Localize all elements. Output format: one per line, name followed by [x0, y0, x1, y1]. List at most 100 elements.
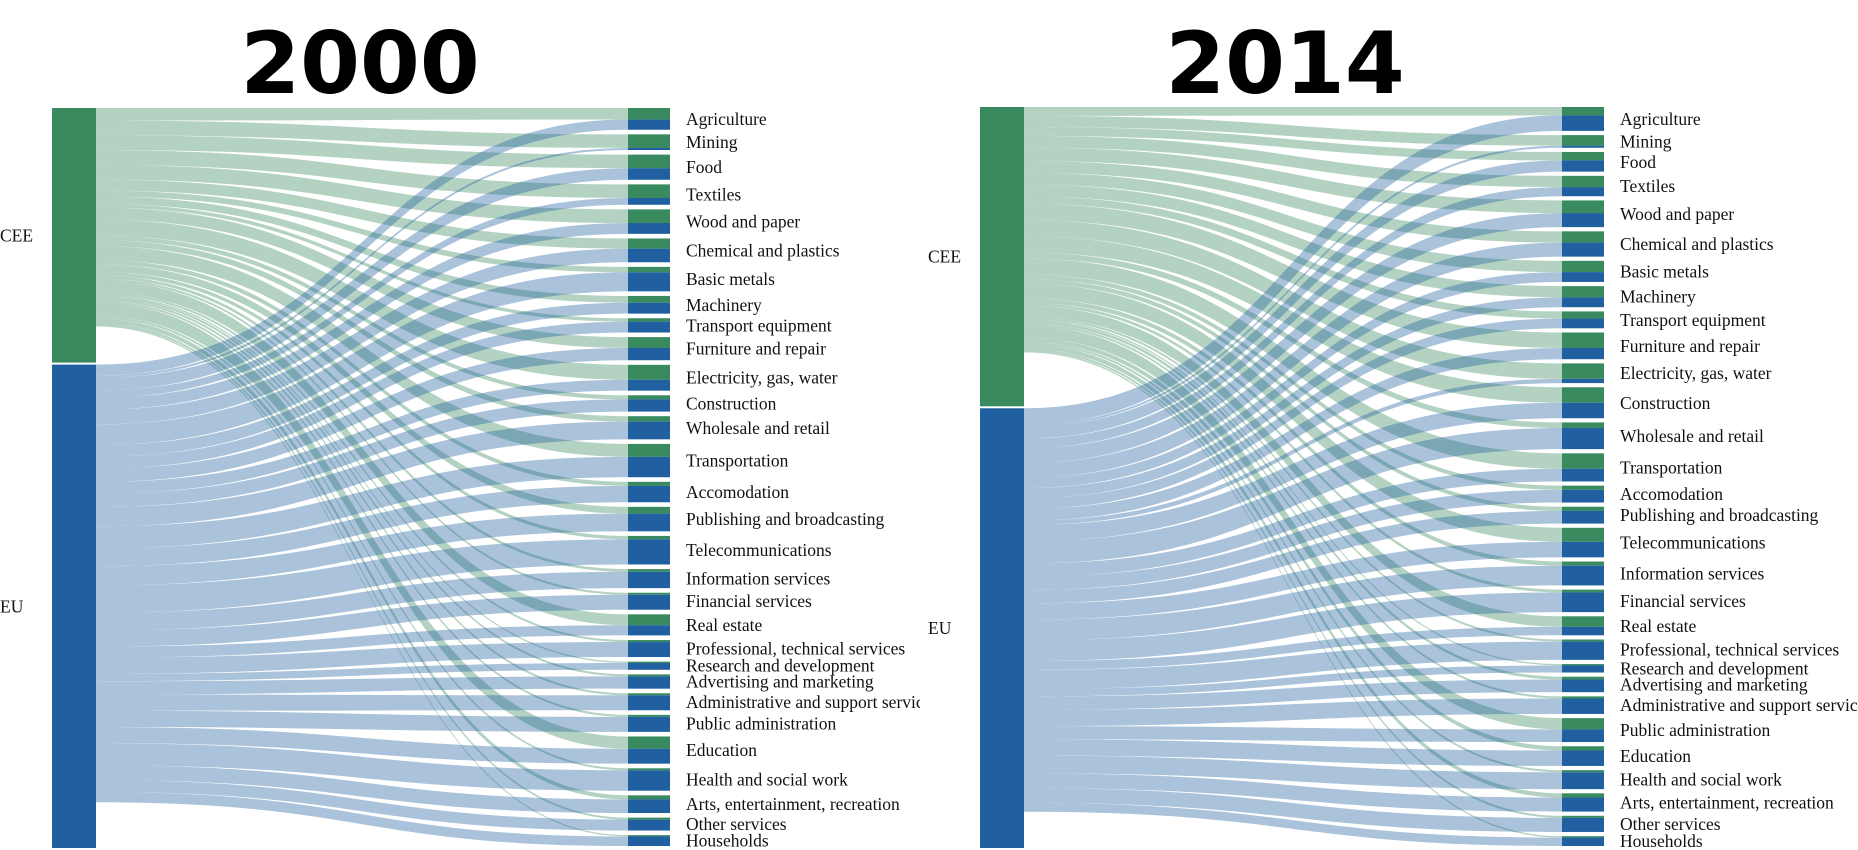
target-node-accomodation-eu: [1562, 489, 1604, 503]
target-node-financial-services-cee: [1562, 589, 1604, 593]
target-node-administrative-and-support-services-eu: [1562, 698, 1604, 714]
target-label-chemical-and-plastics: Chemical and plastics: [686, 240, 840, 260]
target-node-health-and-social-work-eu: [1562, 772, 1604, 790]
target-node-chemical-and-plastics-eu: [1562, 242, 1604, 257]
link-eu-to-arts-entertainment-recreation: [96, 765, 628, 813]
link-eu-to-professional-technical-services: [96, 642, 628, 674]
link-eu-to-transportation: [96, 456, 628, 549]
link-eu-to-administrative-and-support-services: [1024, 698, 1562, 727]
link-cee-to-chemical-and-plastics: [1024, 160, 1562, 243]
link-eu-to-electricity-gas-water: [96, 379, 628, 494]
link-eu-to-construction: [96, 399, 628, 508]
labels: CEE EU Agriculture Mining Food Textiles Wood a…: [0, 109, 920, 850]
target-node-arts-entertainment-recreation-cee: [1562, 793, 1604, 798]
link-cee-to-research-and-development: [1024, 319, 1562, 666]
target-node-real-estate-eu: [1562, 626, 1604, 636]
link-eu-to-furniture-and-repair: [96, 347, 628, 482]
target-node-arts-entertainment-recreation-cee: [628, 795, 670, 800]
target-node-advertising-and-marketing-cee: [1562, 676, 1604, 680]
target-node-public-administration-eu: [628, 716, 670, 732]
source-node-cee: [980, 107, 1024, 407]
link-eu-to-wood-and-paper: [1024, 213, 1562, 463]
links: [1024, 107, 1562, 846]
link-eu-to-electricity-gas-water: [1024, 378, 1562, 526]
target-node-education-cee: [1562, 746, 1604, 751]
link-cee-to-mining: [1024, 115, 1562, 146]
target-node-advertising-and-marketing-eu: [1562, 679, 1604, 693]
source-label-cee: CEE: [928, 247, 961, 267]
link-cee-to-health-and-social-work: [1024, 342, 1562, 773]
target-node-households-cee: [1562, 836, 1604, 838]
target-node-mining-cee: [628, 134, 670, 148]
link-eu-to-chemical-and-plastics: [96, 248, 628, 425]
target-node-information-services-cee: [1562, 561, 1604, 566]
link-eu-to-information-services: [1024, 565, 1562, 641]
link-cee-to-information-services: [1024, 298, 1562, 566]
link-eu-to-public-administration: [96, 710, 628, 732]
link-eu-to-basic-metals: [1024, 272, 1562, 489]
link-cee-to-information-services: [96, 275, 628, 572]
link-cee-to-machinery: [1024, 184, 1562, 298]
target-node-machinery-eu: [1562, 297, 1604, 308]
link-cee-to-chemical-and-plastics: [96, 179, 628, 249]
target-label-transportation: Transportation: [686, 451, 789, 471]
link-eu-to-mining: [1024, 145, 1562, 427]
link-cee-to-households: [96, 324, 628, 837]
target-label-research-and-development: Research and development: [1620, 658, 1809, 678]
target-node-basic-metals-cee: [1562, 260, 1604, 273]
target-node-public-administration-cee: [1562, 718, 1604, 730]
target-node-food-cee: [628, 154, 670, 169]
link-cee-to-advertising-and-marketing: [96, 296, 628, 677]
link-cee-to-administrative-and-support-services: [96, 298, 628, 696]
target-label-financial-services: Financial services: [1620, 591, 1746, 611]
link-cee-to-accomodation: [1024, 274, 1562, 490]
link-cee-to-transport-equipment: [96, 203, 628, 322]
target-node-textiles-cee: [628, 184, 670, 198]
target-label-administrative-and-support-services: Administrative and support services: [686, 692, 920, 712]
link-eu-to-public-administration: [1024, 726, 1562, 743]
target-label-accomodation: Accomodation: [686, 482, 789, 502]
target-node-agriculture-eu: [628, 119, 670, 130]
target-node-professional-technical-services-eu: [1562, 641, 1604, 660]
link-cee-to-real-estate: [96, 280, 628, 626]
link-cee-to-research-and-development: [96, 294, 628, 663]
target-node-accomodation-eu: [628, 485, 670, 503]
link-cee-to-transport-equipment: [1024, 196, 1562, 319]
link-cee-to-arts-entertainment-recreation: [96, 318, 628, 800]
link-eu-to-agriculture: [96, 119, 628, 376]
link-eu-to-research-and-development: [96, 662, 628, 682]
target-node-construction-eu: [1562, 402, 1604, 419]
target-node-real-estate-cee: [1562, 616, 1604, 627]
target-node-transport-equipment-eu: [628, 321, 670, 333]
target-node-research-and-development-eu: [628, 662, 670, 670]
link-cee-to-mining: [96, 120, 628, 148]
target-label-administrative-and-support-services: Administrative and support services: [1620, 695, 1858, 715]
target-label-public-administration: Public administration: [1620, 720, 1770, 740]
target-label-arts-entertainment-recreation: Arts, entertainment, recreation: [686, 794, 900, 814]
link-cee-to-public-administration: [1024, 325, 1562, 730]
link-eu-to-telecommunications: [1024, 541, 1562, 620]
target-node-transport-equipment-cee: [1562, 311, 1604, 319]
link-cee-to-professional-technical-services: [1024, 316, 1562, 642]
target-label-wood-and-paper: Wood and paper: [1620, 204, 1734, 224]
target-node-wholesale-and-retail-cee: [628, 416, 670, 422]
target-node-professional-technical-services-eu: [628, 642, 670, 658]
target-label-information-services: Information services: [1620, 563, 1765, 583]
links: [96, 108, 628, 846]
link-cee-to-basic-metals: [1024, 172, 1562, 273]
link-eu-to-mining: [96, 147, 628, 378]
link-cee-to-professional-technical-services: [96, 292, 628, 643]
target-label-education: Education: [686, 740, 757, 760]
link-eu-to-machinery: [1024, 297, 1562, 499]
target-node-households-eu: [628, 836, 670, 846]
link-eu-to-education: [96, 726, 628, 764]
target-node-electricity-gas-water-eu: [628, 379, 670, 391]
link-cee-to-electricity-gas-water: [96, 219, 628, 380]
target-node-research-and-development-cee: [628, 661, 670, 663]
link-eu-to-administrative-and-support-services: [96, 694, 628, 711]
target-label-basic-metals: Basic metals: [1620, 261, 1709, 281]
sankey-chart-2000: CEE EU Agriculture Mining Food Textiles Wood a…: [0, 108, 920, 850]
link-eu-to-machinery: [96, 302, 628, 457]
target-node-wholesale-and-retail-eu: [1562, 428, 1604, 450]
source-node-cee: [52, 108, 96, 363]
